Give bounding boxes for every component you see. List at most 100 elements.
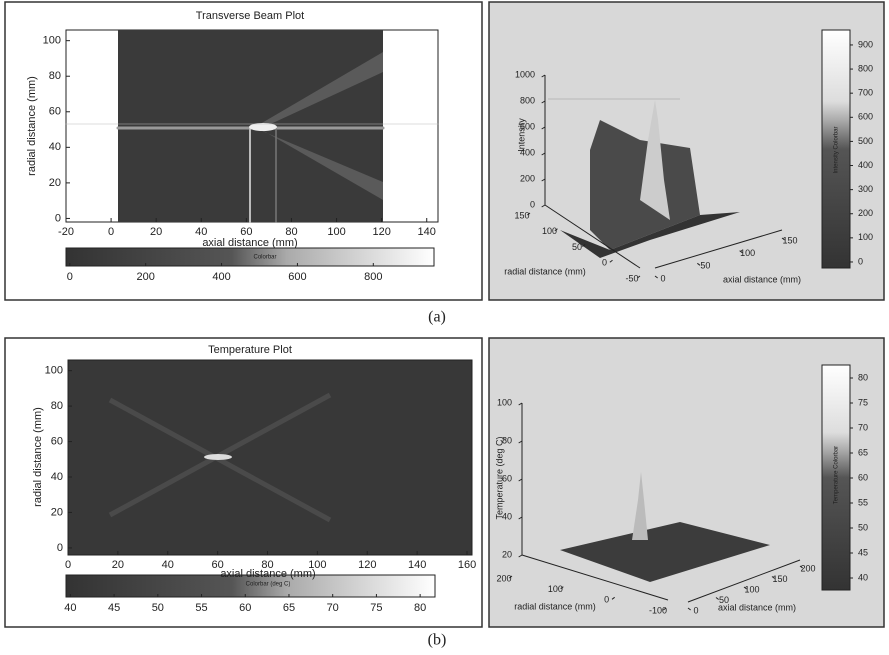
z-axis-label: Temperature (deg C) bbox=[494, 436, 504, 519]
z-tick bbox=[541, 204, 546, 208]
surface-plot bbox=[544, 75, 783, 269]
z-tick-label: 60 bbox=[502, 473, 512, 483]
colorbar bbox=[65, 574, 436, 598]
colorbar-tick-label: 55 bbox=[858, 497, 868, 507]
colorbar bbox=[65, 247, 435, 267]
colorbar-tick-label: 65 bbox=[858, 447, 868, 457]
x-tick-label: 40 bbox=[162, 559, 174, 571]
x-axis-label: axial distance (mm) bbox=[723, 274, 801, 284]
z-tick-label: 800 bbox=[520, 95, 535, 105]
y-axis-label: radial distance (mm) bbox=[504, 266, 586, 276]
y-axis-label: radial distance (mm) bbox=[26, 76, 38, 176]
y-tick-label: 40 bbox=[49, 141, 61, 153]
x-tick-label: 0 bbox=[65, 559, 71, 571]
z-tick-label: 1000 bbox=[515, 69, 535, 79]
z-tick-label: 80 bbox=[502, 435, 512, 445]
x-axis-label: axial distance (mm) bbox=[202, 237, 297, 249]
panel bbox=[488, 337, 885, 628]
colorbar-tick-label: 80 bbox=[414, 602, 426, 614]
colorbar-label: Intensity Colorbar bbox=[834, 126, 840, 173]
y-tick-label: -100 bbox=[649, 605, 667, 615]
z-tick bbox=[541, 74, 546, 78]
z-tick-label: 600 bbox=[520, 121, 535, 131]
x-axis-label: axial distance (mm) bbox=[220, 568, 315, 580]
temperature-pattern bbox=[108, 392, 332, 523]
colorbar-tick-label: 200 bbox=[858, 208, 873, 218]
z-tick bbox=[518, 478, 523, 482]
chart-title: Temperature Plot bbox=[208, 344, 292, 356]
x-tick-label: 150 bbox=[772, 574, 787, 584]
z-tick bbox=[541, 178, 546, 182]
colorbar-tick-label: 45 bbox=[108, 602, 120, 614]
colorbar-tick-label: 400 bbox=[212, 271, 230, 283]
y-tick-label: 40 bbox=[51, 471, 63, 483]
y-tick-label: 100 bbox=[548, 584, 563, 594]
x-axis-label: axial distance (mm) bbox=[718, 602, 796, 612]
x-tick-label: 0 bbox=[108, 226, 114, 238]
colorbar-tick-label: 65 bbox=[283, 602, 295, 614]
y-tick-label: 80 bbox=[49, 70, 61, 82]
y-tick-label: 50 bbox=[572, 242, 582, 252]
y-tick-label: 0 bbox=[604, 595, 609, 605]
z-tick bbox=[541, 152, 546, 156]
y-axis-label: radial distance (mm) bbox=[32, 407, 44, 507]
y-tick bbox=[663, 607, 667, 611]
x-tick-label: 140 bbox=[408, 559, 426, 571]
y-tick-label: 20 bbox=[51, 506, 63, 518]
z-tick bbox=[518, 554, 523, 558]
x-tick-label: 40 bbox=[195, 226, 207, 238]
y-tick-label: 0 bbox=[57, 542, 63, 554]
x-tick-label: 120 bbox=[358, 559, 376, 571]
x-tick-label: 50 bbox=[719, 595, 729, 605]
colorbar-tick-label: 75 bbox=[858, 397, 868, 407]
colorbar-tick-label: 45 bbox=[858, 547, 868, 557]
chart-title: Transverse Beam Plot bbox=[196, 10, 304, 22]
y-tick bbox=[582, 244, 586, 247]
x-tick bbox=[799, 565, 803, 569]
y-tick-label: -50 bbox=[625, 273, 638, 283]
y-tick-label: 100 bbox=[43, 35, 61, 47]
z-axis-label: Intensity bbox=[516, 118, 526, 152]
figure-label: (b) bbox=[428, 632, 447, 649]
colorbar-tick-label: 40 bbox=[64, 602, 76, 614]
colorbar-tick-label: 700 bbox=[858, 88, 873, 98]
z-tick-label: 0 bbox=[530, 199, 535, 209]
colorbar-tick-label: 200 bbox=[136, 271, 154, 283]
colorbar-tick-label: 900 bbox=[858, 39, 873, 49]
y-tick bbox=[527, 212, 531, 216]
y-tick bbox=[609, 259, 613, 263]
x-tick-label: 140 bbox=[418, 226, 436, 238]
colorbar-tick-label: 500 bbox=[858, 136, 873, 146]
y-tick bbox=[611, 596, 615, 600]
colorbar-tick-label: 600 bbox=[288, 271, 306, 283]
colorbar-tick-label: 80 bbox=[858, 372, 868, 382]
x-tick-label: 100 bbox=[327, 226, 345, 238]
z-tick bbox=[518, 516, 523, 520]
y-tick-label: 100 bbox=[45, 365, 63, 377]
colorbar-label: Temperature Colorbar bbox=[834, 446, 840, 504]
y-tick-label: 80 bbox=[51, 400, 63, 412]
y-tick bbox=[637, 275, 641, 279]
colorbar-tick-label: 300 bbox=[858, 184, 873, 194]
y-tick-label: 20 bbox=[49, 177, 61, 189]
x-tick bbox=[654, 275, 658, 279]
x-tick bbox=[771, 576, 775, 579]
z-tick bbox=[541, 126, 546, 130]
z-tick bbox=[541, 100, 546, 104]
x-tick bbox=[687, 607, 691, 611]
colorbar-tick-label: 0 bbox=[858, 256, 863, 266]
colorbar-tick-label: 60 bbox=[858, 472, 868, 482]
x-tick bbox=[743, 586, 747, 590]
x-tick-label: 160 bbox=[458, 559, 476, 571]
x-tick-label: 200 bbox=[800, 563, 815, 573]
x-tick bbox=[697, 262, 701, 266]
colorbar bbox=[821, 29, 851, 269]
colorbar-tick-label: 100 bbox=[858, 232, 873, 242]
z-tick-label: 200 bbox=[520, 173, 535, 183]
x-tick-label: 80 bbox=[285, 226, 297, 238]
x-tick-label: 50 bbox=[700, 261, 710, 271]
x-tick-label: 0 bbox=[693, 605, 698, 615]
colorbar-tick-label: 800 bbox=[364, 271, 382, 283]
colorbar-tick-label: 60 bbox=[239, 602, 251, 614]
